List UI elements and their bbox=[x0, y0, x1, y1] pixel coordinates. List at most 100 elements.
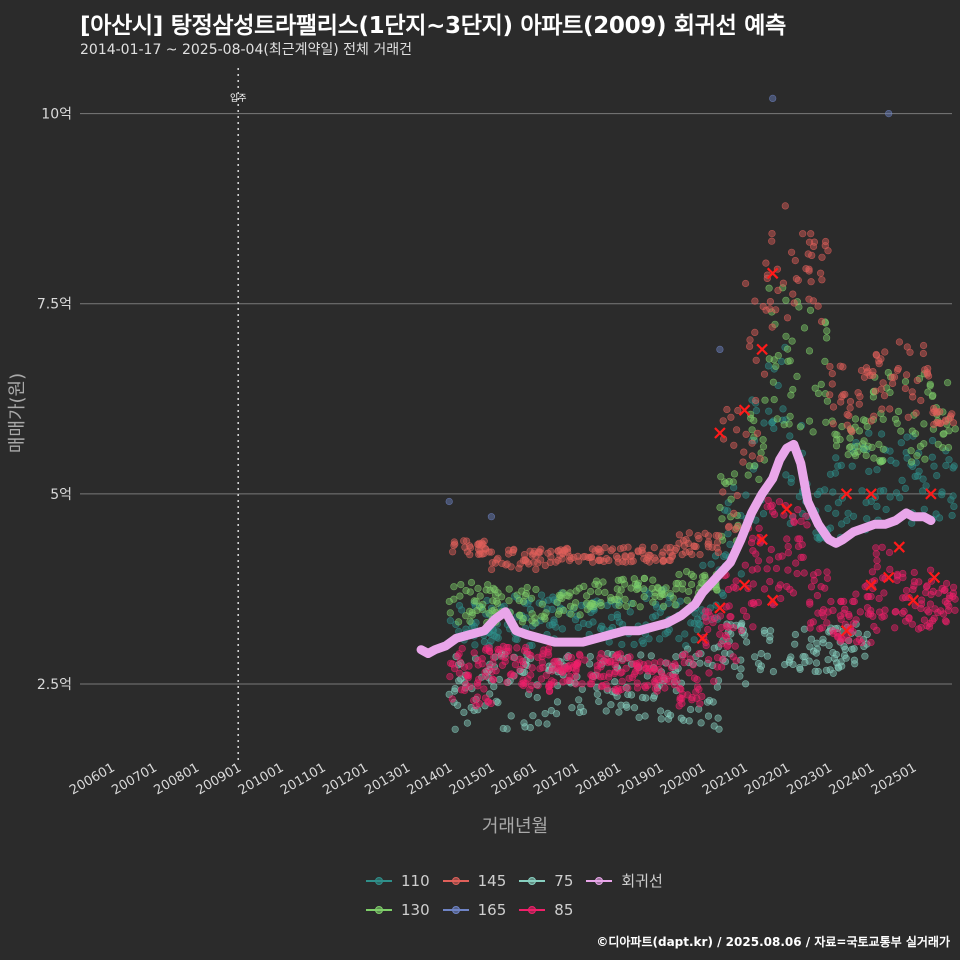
data-point-85 bbox=[661, 684, 669, 692]
data-point-75 bbox=[552, 710, 561, 718]
data-point-145 bbox=[949, 419, 958, 427]
data-point-110 bbox=[947, 496, 955, 504]
mean-marker-85 bbox=[865, 579, 877, 591]
data-point-110 bbox=[824, 504, 832, 513]
data-point-130 bbox=[929, 391, 937, 400]
data-point-110 bbox=[876, 487, 885, 495]
data-point-110 bbox=[832, 454, 840, 462]
data-point-75 bbox=[503, 725, 511, 733]
data-point-110 bbox=[655, 635, 664, 643]
data-point-110 bbox=[797, 421, 806, 430]
data-point-130 bbox=[476, 592, 484, 600]
data-point-85 bbox=[863, 604, 872, 612]
data-point-145 bbox=[638, 546, 646, 554]
data-point-145 bbox=[597, 548, 605, 556]
data-point-85 bbox=[729, 583, 738, 591]
data-point-75 bbox=[455, 677, 463, 685]
data-point-75 bbox=[807, 635, 816, 643]
data-point-130 bbox=[850, 449, 859, 457]
data-point-75 bbox=[714, 714, 722, 722]
data-point-85 bbox=[710, 614, 719, 623]
data-point-75 bbox=[800, 625, 809, 633]
data-point-110 bbox=[837, 520, 846, 528]
data-point-85 bbox=[809, 571, 818, 579]
data-point-85 bbox=[886, 565, 894, 574]
data-point-130 bbox=[613, 595, 622, 604]
data-point-75 bbox=[852, 620, 860, 628]
data-point-145 bbox=[774, 286, 782, 295]
data-point-130 bbox=[678, 585, 687, 593]
data-point-145 bbox=[739, 458, 747, 466]
data-point-85 bbox=[538, 658, 546, 667]
data-point-75 bbox=[533, 681, 541, 689]
data-point-110 bbox=[552, 623, 560, 631]
data-point-130 bbox=[722, 480, 730, 488]
data-point-75 bbox=[812, 649, 820, 657]
data-point-85 bbox=[944, 606, 953, 615]
data-point-130 bbox=[760, 456, 769, 464]
data-point-85 bbox=[749, 623, 757, 631]
data-point-130 bbox=[907, 458, 916, 466]
data-point-145 bbox=[712, 531, 720, 540]
data-point-130 bbox=[658, 590, 666, 599]
data-point-130 bbox=[468, 611, 476, 619]
data-point-130 bbox=[860, 446, 868, 454]
data-point-85 bbox=[544, 645, 553, 653]
data-point-130 bbox=[610, 595, 619, 604]
data-point-145 bbox=[919, 349, 928, 358]
data-point-130 bbox=[466, 607, 474, 616]
data-point-130 bbox=[701, 571, 709, 579]
data-point-110 bbox=[613, 611, 621, 619]
legend-item-85: 85 bbox=[518, 901, 573, 919]
data-point-145 bbox=[690, 542, 698, 550]
data-point-110 bbox=[826, 524, 835, 532]
data-point-145 bbox=[466, 551, 474, 559]
legend-item-75: 75 bbox=[518, 872, 573, 890]
data-point-145 bbox=[746, 336, 754, 344]
data-point-145 bbox=[877, 385, 886, 393]
data-point-110 bbox=[787, 478, 795, 486]
data-point-110 bbox=[844, 509, 852, 517]
data-point-145 bbox=[714, 548, 722, 557]
data-point-110 bbox=[676, 597, 684, 605]
data-point-85 bbox=[550, 678, 558, 686]
data-point-85 bbox=[719, 655, 727, 663]
data-point-75 bbox=[615, 708, 623, 716]
data-point-85 bbox=[764, 496, 772, 504]
data-point-145 bbox=[836, 362, 844, 370]
data-point-75 bbox=[637, 651, 645, 659]
data-point-85 bbox=[755, 524, 763, 532]
data-point-145 bbox=[520, 550, 529, 559]
data-point-85 bbox=[823, 619, 831, 627]
data-point-85 bbox=[678, 699, 686, 708]
data-point-110 bbox=[549, 593, 557, 601]
data-point-145 bbox=[817, 317, 826, 326]
data-point-85 bbox=[713, 654, 722, 662]
data-point-130 bbox=[761, 396, 769, 404]
data-point-85 bbox=[666, 671, 674, 680]
data-point-145 bbox=[912, 409, 920, 417]
data-point-145 bbox=[556, 551, 564, 560]
x-tick-label: 202001 bbox=[658, 760, 708, 798]
data-point-75 bbox=[677, 714, 685, 722]
data-point-145 bbox=[908, 388, 916, 396]
data-point-130 bbox=[748, 426, 756, 434]
data-point-85 bbox=[845, 636, 853, 645]
data-point-130 bbox=[838, 423, 846, 431]
data-point-145 bbox=[695, 534, 703, 543]
data-point-110 bbox=[949, 492, 957, 500]
data-point-85 bbox=[817, 583, 825, 591]
data-point-145 bbox=[759, 302, 767, 311]
legend-key-icon bbox=[366, 876, 392, 885]
data-point-85 bbox=[766, 556, 774, 564]
data-point-85 bbox=[818, 608, 826, 617]
data-point-85 bbox=[698, 692, 706, 701]
data-point-130 bbox=[772, 362, 780, 370]
data-point-75 bbox=[657, 715, 665, 723]
data-point-85 bbox=[466, 683, 474, 691]
data-point-145 bbox=[848, 428, 856, 436]
x-tick-label: 202301 bbox=[784, 760, 834, 798]
data-point-130 bbox=[718, 515, 726, 523]
data-point-110 bbox=[558, 625, 567, 633]
data-point-85 bbox=[650, 659, 659, 667]
